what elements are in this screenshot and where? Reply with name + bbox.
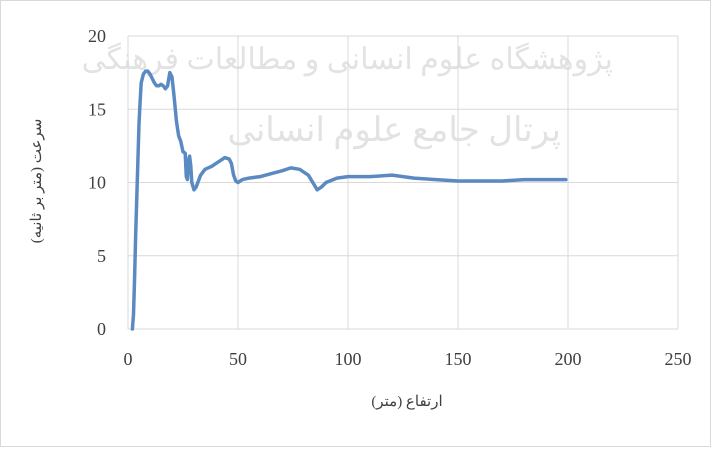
x-tick-label-1: 50: [229, 349, 247, 369]
series-group: [130, 69, 568, 331]
y-tick-label-2: 10: [88, 173, 106, 193]
x-tick-label-0: 0: [124, 349, 133, 369]
watermark-line-1: پژوهشگاه علوم انسانی و مطالعات فرهنگی: [82, 42, 613, 77]
y-tick-label-0: 0: [97, 319, 106, 339]
x-tick-label-5: 250: [665, 349, 692, 369]
x-tick-label-4: 200: [555, 349, 582, 369]
series-line-0: [130, 69, 568, 331]
y-axis-title: سرعت (متر بر ثانیه): [29, 119, 45, 244]
y-tick-label-1: 5: [97, 246, 106, 266]
y-tick-label-3: 15: [88, 99, 106, 119]
watermark-logo: پژوهشگاه علوم انسانی و مطالعات فرهنگی پر…: [82, 42, 613, 150]
grid: [127, 35, 679, 330]
x-tick-label-2: 100: [335, 349, 362, 369]
x-tick-label-3: 150: [445, 349, 472, 369]
watermark-line-2: پرتال جامع علوم انسانی: [228, 112, 562, 150]
x-axis-title: ارتفاع (متر): [371, 394, 442, 410]
y-tick-label-4: 20: [88, 26, 106, 46]
